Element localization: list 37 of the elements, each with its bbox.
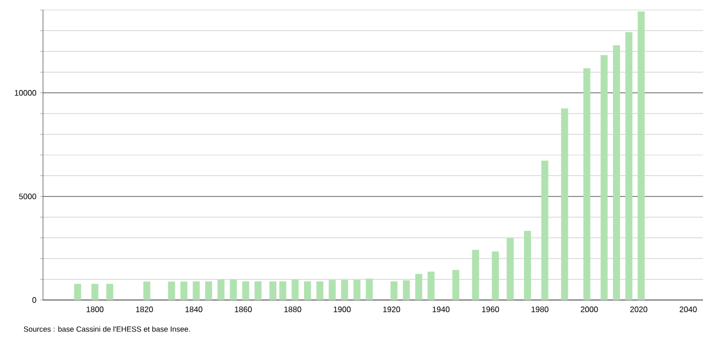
bar: [74, 284, 82, 300]
bar: [328, 280, 336, 300]
bar: [353, 280, 360, 300]
bar: [254, 281, 262, 300]
bar: [506, 238, 514, 300]
bar: [106, 284, 114, 300]
bar: [304, 281, 311, 300]
bar: [168, 282, 176, 300]
bar: [292, 280, 299, 300]
bar: [541, 160, 548, 300]
bar: [625, 32, 632, 300]
bar: [217, 280, 224, 300]
bar: [600, 55, 608, 300]
bar: [366, 278, 373, 300]
bar: [612, 45, 620, 300]
bar: [143, 282, 150, 300]
bar: [561, 108, 568, 300]
bar: [180, 282, 188, 300]
bar: [341, 280, 348, 300]
bar: [390, 281, 398, 300]
bar: [192, 281, 200, 300]
bar: [279, 281, 286, 300]
bar: [492, 252, 499, 300]
bar: [230, 280, 237, 300]
bar: [316, 281, 324, 300]
bar: [402, 280, 410, 300]
bar: [583, 68, 590, 300]
bar: [638, 11, 645, 300]
bar: [524, 230, 531, 300]
bar: [269, 281, 276, 300]
bar: [428, 272, 435, 300]
bar: [91, 284, 98, 300]
bar: [242, 281, 250, 300]
bar: [415, 274, 422, 300]
bar: [452, 270, 460, 300]
bar: [205, 281, 212, 300]
bar: [472, 250, 480, 300]
